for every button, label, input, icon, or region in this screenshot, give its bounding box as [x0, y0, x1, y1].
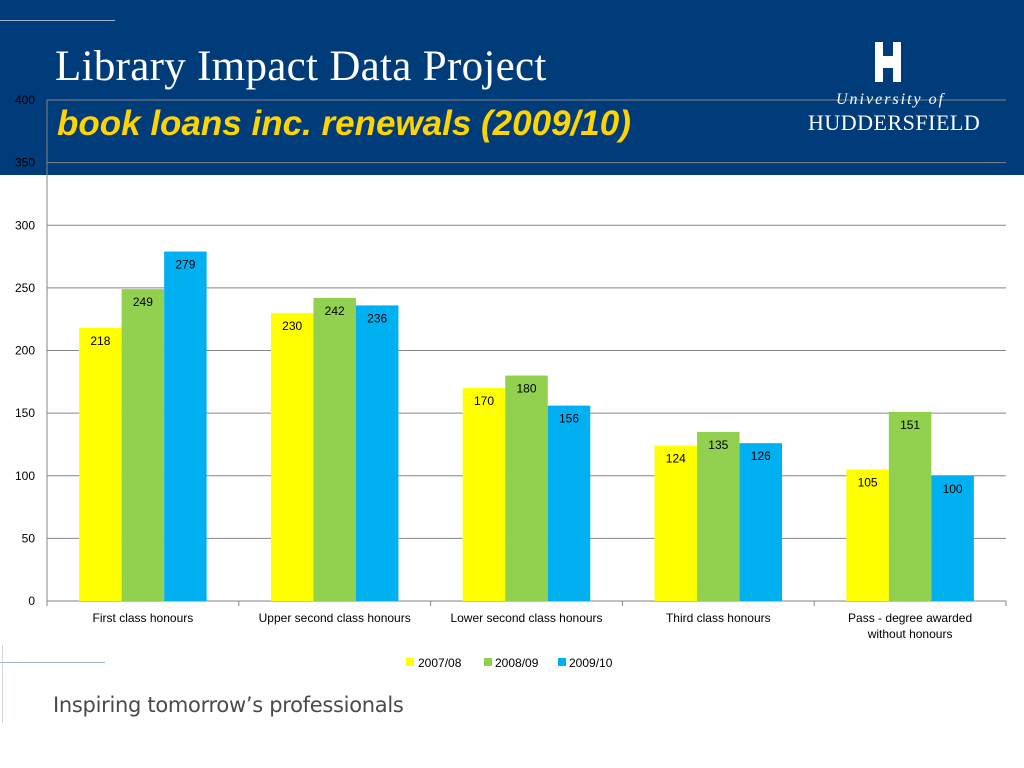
- legend-swatch: [558, 658, 566, 666]
- data-label: 218: [90, 334, 110, 348]
- y-tick-label: 200: [15, 344, 35, 358]
- legend-label: 2009/10: [569, 656, 613, 670]
- logo-text-line1: University of: [836, 91, 946, 108]
- data-label: 170: [474, 394, 494, 408]
- legend-swatch: [484, 658, 492, 666]
- legend-label: 2008/09: [495, 656, 539, 670]
- x-category-label: First class honours: [93, 611, 194, 625]
- y-tick-label: 350: [15, 156, 35, 170]
- data-label: 236: [367, 311, 387, 325]
- data-label: 249: [133, 295, 153, 309]
- x-category-label: Upper second class honours: [259, 611, 411, 625]
- data-label: 230: [282, 319, 302, 333]
- university-logo: University of HUDDERSFIELD: [800, 38, 980, 138]
- bar: [697, 431, 740, 601]
- x-category-label: Lower second class honours: [450, 611, 602, 625]
- header-band: [0, 0, 1024, 175]
- y-tick-label: 250: [15, 281, 35, 295]
- bar: [121, 289, 165, 601]
- data-label: 156: [559, 412, 579, 426]
- university-crest-icon: [875, 42, 901, 82]
- bar: [79, 327, 122, 601]
- legend-swatch: [406, 658, 414, 666]
- left-rule: [2, 645, 3, 723]
- bar: [505, 375, 548, 601]
- x-category-label: Pass - degree awarded without honours: [848, 611, 972, 641]
- logo-text-line2: HUDDERSFIELD: [808, 110, 981, 135]
- bottom-rule: [0, 662, 105, 663]
- data-label: 135: [708, 438, 728, 452]
- legend-label: 2007/08: [418, 656, 462, 670]
- bar: [888, 411, 932, 601]
- data-label: 279: [175, 258, 195, 272]
- bar: [462, 388, 506, 601]
- data-label: 124: [666, 452, 686, 466]
- bar: [164, 251, 207, 602]
- slide-title: Library Impact Data Project: [55, 43, 547, 90]
- bar: [846, 469, 889, 601]
- data-label: 126: [751, 449, 771, 463]
- bar: [355, 305, 399, 601]
- data-label: 242: [325, 304, 345, 318]
- x-category-label: Third class honours: [666, 611, 771, 625]
- y-tick-label: 150: [15, 406, 35, 420]
- data-label: 180: [516, 382, 536, 396]
- y-tick-label: 100: [15, 469, 35, 483]
- bar: [654, 445, 698, 601]
- data-label: 100: [943, 482, 963, 496]
- data-label: 105: [858, 475, 878, 489]
- bar: [313, 297, 356, 601]
- y-tick-label: 400: [15, 93, 35, 107]
- footer-tagline: Inspiring tomorrow’s professionals: [53, 693, 404, 717]
- slide-subtitle: book loans inc. renewals (2009/10): [57, 104, 631, 143]
- data-label: 151: [900, 418, 920, 432]
- y-tick-label: 50: [22, 531, 36, 545]
- bar: [547, 405, 591, 601]
- y-tick-label: 300: [15, 218, 35, 232]
- bar: [931, 475, 974, 601]
- bar: [270, 312, 314, 601]
- top-rule: [0, 20, 115, 21]
- y-tick-label: 0: [28, 594, 35, 608]
- bar: [739, 443, 783, 601]
